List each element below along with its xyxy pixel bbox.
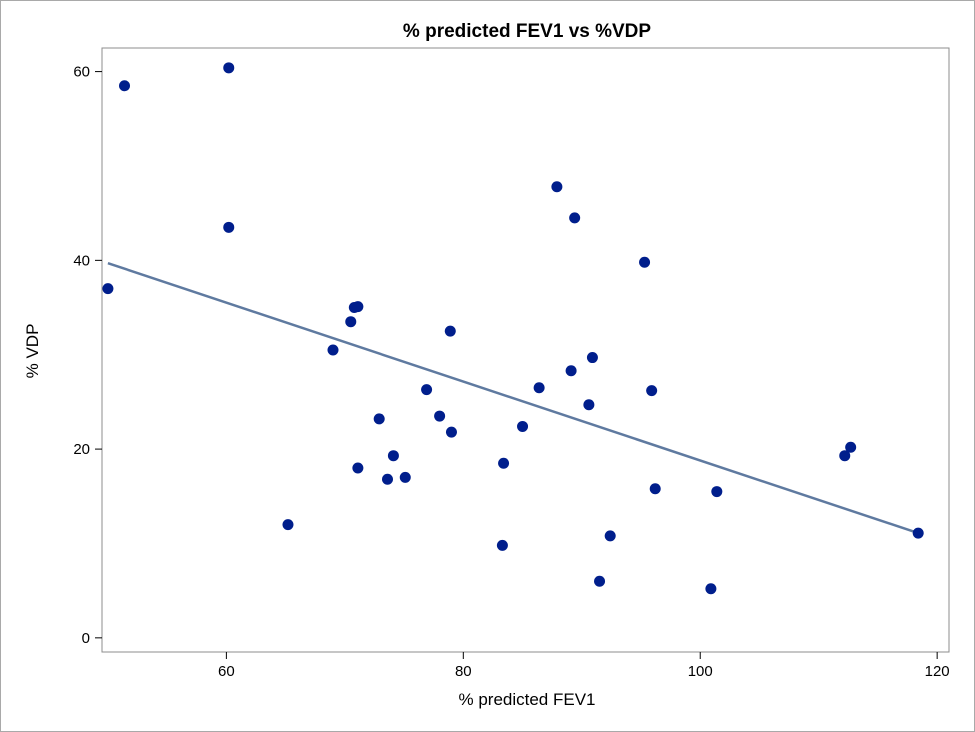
data-point [569,212,581,224]
x-tick-label: 100 [688,663,713,680]
data-point [583,399,595,411]
data-point [586,352,598,364]
data-point [434,410,446,422]
data-point [533,382,545,394]
data-point [649,483,661,495]
data-point [345,316,357,328]
x-tick-label: 80 [455,663,472,680]
data-point [102,283,114,295]
data-point [839,450,851,462]
data-point [373,413,385,425]
y-tick-label: 0 [82,630,90,647]
data-point [387,450,399,462]
data-point [223,221,235,233]
data-point [445,426,457,438]
data-point [845,441,857,453]
data-point [421,384,433,396]
y-tick-label: 60 [73,64,90,81]
y-axis: 0 20 40 60 [73,64,102,647]
x-axis: 60 80 100 120 [218,652,950,680]
data-point [223,62,235,74]
data-point [604,530,616,542]
x-tick-label: 60 [218,663,235,680]
data-point [498,457,510,469]
plot-area [101,47,950,653]
data-point [352,462,364,474]
y-tick-label: 20 [73,441,90,458]
data-point [912,527,924,539]
data-point [711,486,723,498]
data-point [639,256,651,268]
data-point [565,365,577,377]
data-point [444,325,456,337]
regression-line [107,261,919,535]
data-point [282,519,294,531]
data-point [119,80,131,92]
data-point [327,344,339,356]
data-point [551,181,563,193]
x-axis-label: % predicted FEV1 [458,690,595,709]
data-point [496,539,508,551]
data-point [399,471,411,483]
data-point [381,473,393,485]
data-point [517,420,529,432]
data-point [594,575,606,587]
data-point [705,583,717,595]
x-tick-label: 120 [925,663,950,680]
y-tick-label: 40 [73,252,90,269]
data-point [352,301,364,313]
data-points [102,62,924,595]
y-axis-label: % VDP [23,324,42,379]
data-point [646,385,658,397]
chart-title: % predicted FEV1 vs %VDP [403,21,651,42]
regression-line-group [107,261,919,535]
